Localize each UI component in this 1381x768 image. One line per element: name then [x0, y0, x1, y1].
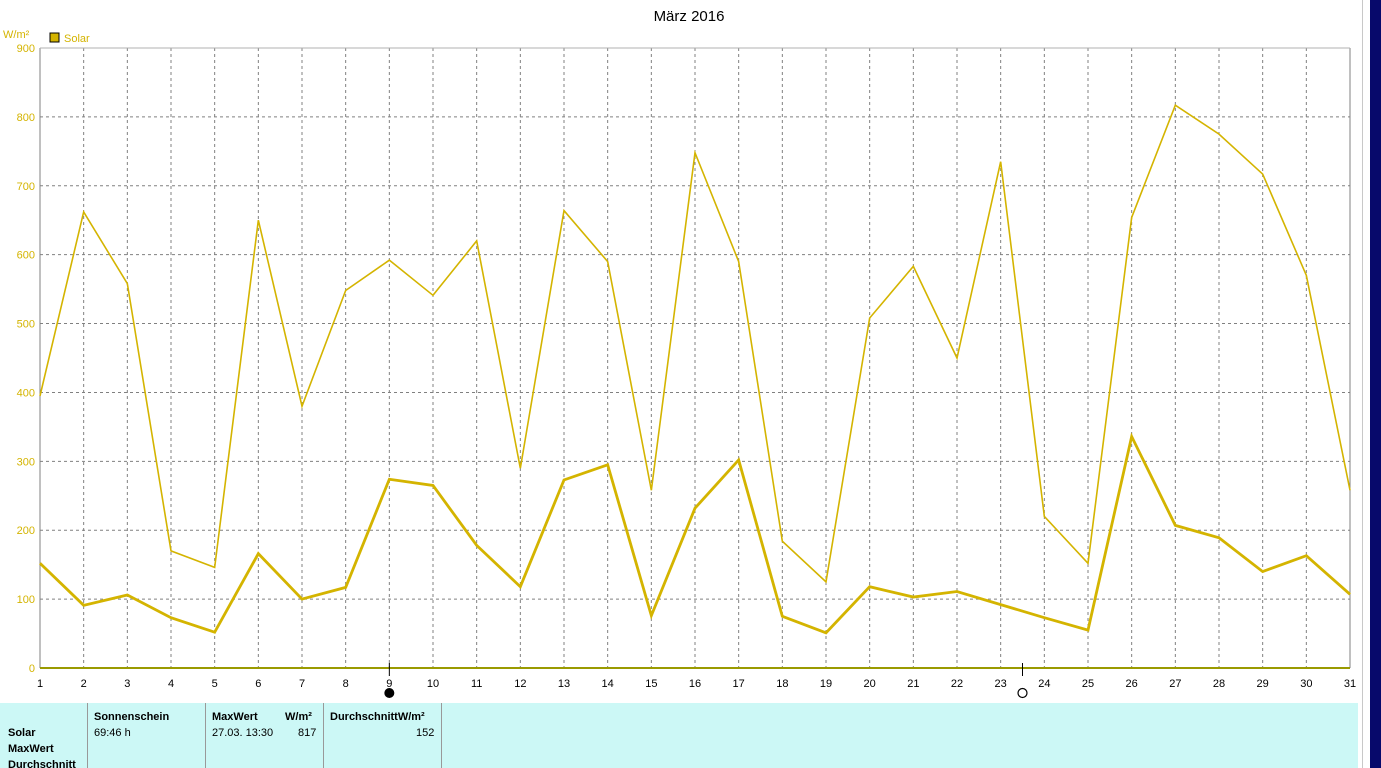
row-label-maxwert: MaxWert [8, 743, 54, 755]
x-tick-label: 6 [255, 678, 261, 690]
x-tick-label: 23 [995, 678, 1007, 690]
solar-average-value: 152 [416, 727, 435, 739]
x-tick-label: 12 [514, 678, 526, 690]
column-divider [87, 703, 88, 768]
window-border [1362, 0, 1365, 768]
x-tick-label: 3 [124, 678, 130, 690]
x-tick-label: 10 [427, 678, 439, 690]
y-axis-unit-label: W/m² [3, 29, 30, 41]
legend-swatch [49, 32, 60, 43]
y-tick-label: 700 [17, 181, 35, 193]
solar-max-value: 817 [298, 727, 317, 739]
legend-label: Solar [64, 33, 90, 45]
y-tick-label: 0 [29, 663, 35, 675]
header-max: MaxWert [212, 711, 258, 723]
x-tick-label: 20 [864, 678, 876, 690]
y-tick-label: 300 [17, 456, 35, 468]
x-tick-label: 22 [951, 678, 963, 690]
x-tick-label: 27 [1169, 678, 1181, 690]
series-line-max [39, 103, 1351, 584]
x-tick-label: 2 [81, 678, 87, 690]
window-right-edge [1358, 0, 1381, 768]
y-tick-label: 400 [17, 387, 35, 399]
solar-sunshine-value: 69:46 h [94, 727, 131, 739]
x-tick-label: 24 [1038, 678, 1050, 690]
x-tick-label: 30 [1300, 678, 1312, 690]
chart-title: März 2016 [654, 8, 725, 25]
y-tick-label: 600 [17, 250, 35, 262]
x-tick-label: 4 [168, 678, 174, 690]
column-divider [441, 703, 442, 768]
x-tick-label: 19 [820, 678, 832, 690]
series-line-average [39, 432, 1351, 635]
x-tick-label: 14 [602, 678, 614, 690]
x-tick-label: 11 [471, 678, 482, 690]
x-tick-label: 21 [907, 678, 919, 690]
row-label-solar: Solar [8, 727, 36, 739]
row-label-durchschnitt: Durchschnitt [8, 759, 76, 768]
x-tick-label: 8 [343, 678, 349, 690]
header-sunshine: Sonnenschein [94, 711, 170, 723]
column-divider [205, 703, 206, 768]
x-tick-label: 1 [37, 678, 43, 690]
window-frame [1370, 0, 1381, 768]
x-tick-label: 28 [1213, 678, 1225, 690]
x-tick-label: 17 [733, 678, 745, 690]
x-tick-label: 18 [776, 678, 788, 690]
header-average: DurchschnittW/m² [330, 711, 425, 723]
statistics-table: Sonnenschein MaxWert W/m² DurchschnittW/… [0, 703, 1358, 768]
x-tick-label: 7 [299, 678, 305, 690]
x-tick-label: 26 [1126, 678, 1138, 690]
header-max-unit: W/m² [285, 711, 312, 723]
x-tick-label: 9 [386, 678, 392, 690]
x-tick-label: 16 [689, 678, 701, 690]
x-tick-label: 5 [212, 678, 218, 690]
y-tick-label: 200 [17, 525, 35, 537]
x-tick-label: 13 [558, 678, 570, 690]
x-tick-label: 31 [1344, 678, 1356, 690]
column-divider [323, 703, 324, 768]
y-tick-label: 900 [17, 43, 35, 55]
y-tick-label: 100 [17, 594, 35, 606]
solar-max-date: 27.03. 13:30 [212, 727, 274, 739]
x-tick-label: 15 [645, 678, 657, 690]
new-moon-icon [384, 688, 395, 698]
y-tick-label: 500 [17, 319, 35, 331]
full-moon-icon [1017, 687, 1028, 699]
y-tick-label: 800 [17, 112, 35, 124]
x-tick-label: 29 [1257, 678, 1269, 690]
x-tick-label: 25 [1082, 678, 1094, 690]
